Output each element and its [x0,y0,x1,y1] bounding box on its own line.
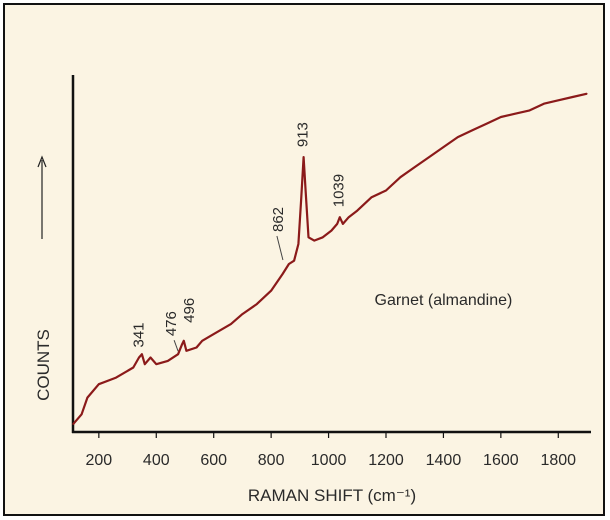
spectrum-point [356,210,358,212]
spectrum-point [138,356,140,359]
spectrum-point [297,243,299,245]
spectrum-point [195,346,198,349]
peak-label: 496 [181,298,198,323]
spectrum-point [149,356,152,359]
spectrum-point [471,129,473,131]
spectrum-point [183,340,185,342]
x-tick-label: 600 [200,452,227,469]
spectrum-point [177,353,179,355]
spectrum-point [241,313,243,315]
spectrum-point [141,353,143,355]
spectrum-point [167,360,169,362]
arrow-head [37,155,47,168]
series-group [72,92,588,426]
x-tick-label: 1000 [311,452,347,469]
spectrum-line [72,92,588,426]
spectrum-point [371,196,373,198]
spectrum-point [414,166,416,168]
peak-label: 476 [163,311,180,336]
y-axis-label: COUNTS [34,329,53,401]
spectrum-point [457,136,459,138]
spectrum-point [313,240,315,242]
spectrum-point [288,263,290,265]
x-tick-label: 1800 [540,452,576,469]
spectrum-point [81,413,83,415]
spectrum-point [330,230,332,232]
spectrum-point [86,397,88,399]
peak-label: 913 [295,122,312,147]
spectrum-point [342,223,344,225]
spectrum-point [293,260,295,262]
spectrum-point [155,363,157,365]
spectrum-point [303,156,305,158]
x-tick-label: 1400 [426,452,462,469]
x-tick-label: 400 [143,452,170,469]
x-tick-label: 800 [258,452,285,469]
chart-frame: 200 400 600 800 1000 1200 1400 1600 1800 341 476 4… [3,3,605,516]
up-arrow-icon [37,155,47,239]
spectrum-point [529,109,531,111]
spectrum-point [500,116,502,118]
spectrum-point [336,223,338,225]
spectrum-point [98,383,100,385]
spectrum-point [307,236,310,238]
spectrum-point [230,323,232,325]
peak-label: 1039 [331,174,348,207]
spectrum-point [213,333,215,335]
spectrum-point [201,340,203,342]
spectrum-point [586,93,588,95]
spectrum-point [543,103,545,105]
spectrum-point [282,273,284,275]
spectrum-point [181,343,183,345]
leader-line [173,340,179,352]
spectrum-point [256,303,258,305]
peak-label: 862 [270,207,287,232]
x-ticks-group: 200 400 600 800 1000 1200 1400 1600 1800 [85,432,576,469]
spectrum-point [428,156,430,158]
spectrum-point [115,377,117,379]
spectrum-point [72,423,74,425]
spectrum-point [339,216,341,218]
x-tick-label: 1600 [483,452,519,469]
leader-line [276,235,284,261]
sample-name-label: Garnet (almandine) [375,292,513,309]
spectrum-point [557,99,559,101]
spectrum-point [132,366,134,369]
spectrum-point [348,216,350,218]
axes-group [37,75,591,434]
spectrum-point [572,96,574,98]
raman-spectrum-chart: 200 400 600 800 1000 1200 1400 1600 1800 341 4764… [34,75,591,505]
spectrum-point [270,290,272,292]
spectrum-point [322,236,324,238]
spectrum-point [485,123,488,125]
x-tick-label: 200 [85,452,112,469]
spectrum-point [144,363,146,365]
spectrum-point [385,189,387,192]
spectrum-point [399,176,401,178]
x-axis-label: RAMAN SHIFT (cm⁻¹) [248,486,416,505]
x-tick-label: 1200 [368,452,404,469]
spectrum-point [514,113,516,115]
spectrum-point [442,146,444,148]
peak-label: 341 [130,322,147,347]
spectrum-point [305,189,307,192]
spectrum-point [185,350,187,352]
spectrum-point [300,196,302,198]
